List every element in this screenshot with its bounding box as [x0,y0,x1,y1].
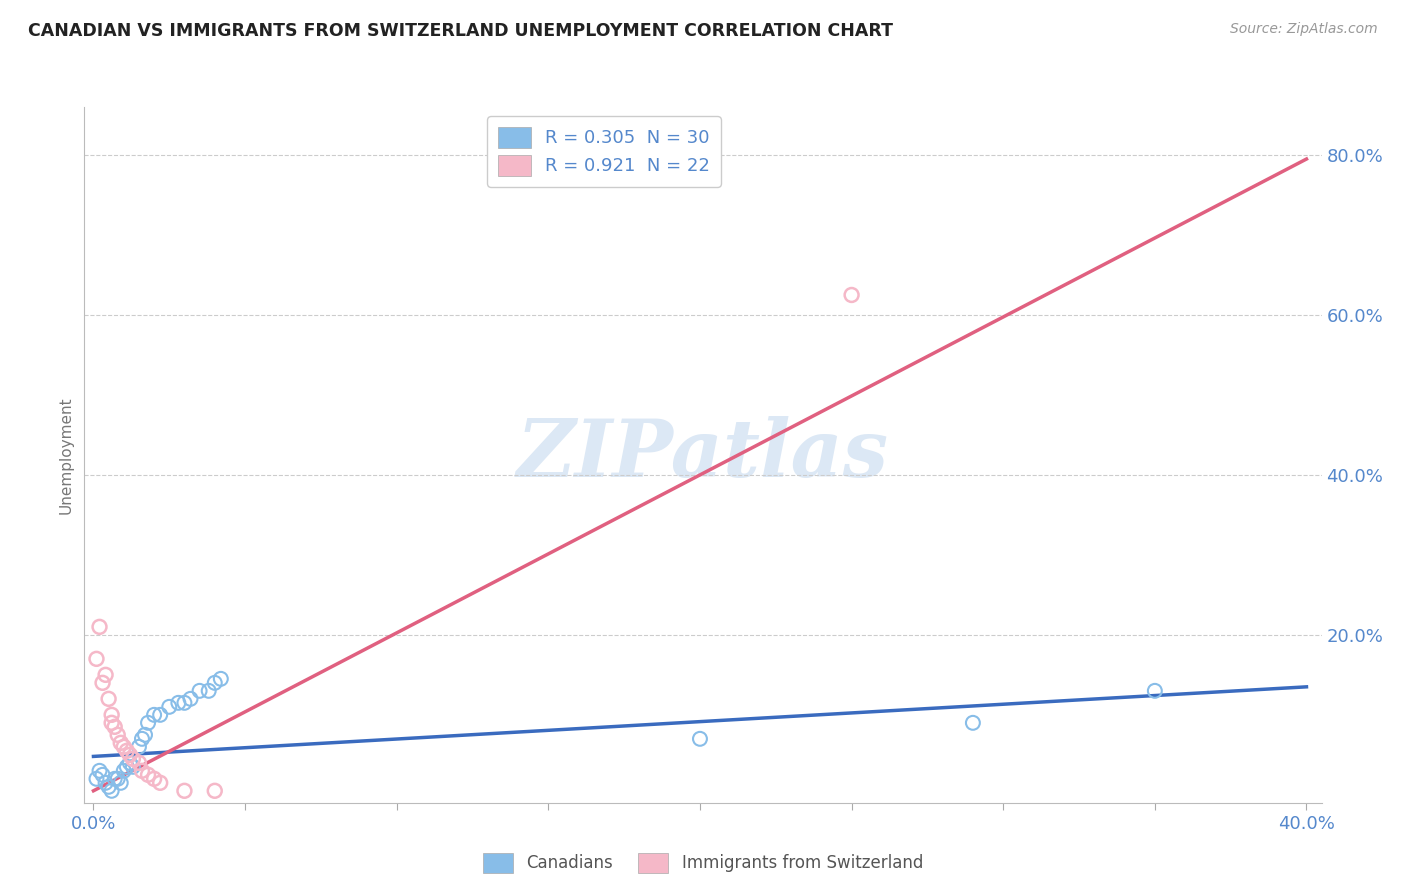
Point [136,768,159,782]
Point [100,715,122,730]
Point [197,683,219,698]
Point [89,764,111,778]
Point [112,764,135,778]
Point [110,736,132,750]
Point [149,707,172,722]
Point [143,772,166,786]
Point [143,707,166,722]
Point [86,772,108,786]
Point [179,691,201,706]
Point [107,772,129,786]
Point [134,728,156,742]
Point [209,672,232,686]
Text: Source: ZipAtlas.com: Source: ZipAtlas.com [1230,22,1378,37]
Legend: Canadians, Immigrants from Switzerland: Canadians, Immigrants from Switzerland [477,847,929,880]
Point [204,784,226,798]
Point [167,696,190,710]
Point [89,620,111,634]
Point [104,720,127,734]
Point [94,668,117,682]
Point [128,756,150,770]
Point [118,756,141,770]
Point [173,696,195,710]
Point [122,760,145,774]
Point [131,764,153,778]
Point [1143,683,1166,698]
Point [962,715,984,730]
Text: CANADIAN VS IMMIGRANTS FROM SWITZERLAND UNEMPLOYMENT CORRELATION CHART: CANADIAN VS IMMIGRANTS FROM SWITZERLAND … [28,22,893,40]
Point [122,752,145,766]
Point [91,676,114,690]
Point [100,784,122,798]
Point [115,744,138,758]
Point [97,691,120,706]
Point [131,731,153,746]
Point [86,652,108,666]
Point [157,699,180,714]
Point [188,683,211,698]
Point [136,715,159,730]
Point [841,288,863,302]
Point [100,707,122,722]
Point [204,676,226,690]
Y-axis label: Unemployment: Unemployment [58,396,73,514]
Legend: R = 0.305  N = 30, R = 0.921  N = 22: R = 0.305 N = 30, R = 0.921 N = 22 [488,116,721,186]
Point [110,776,132,790]
Text: ZIPatlas: ZIPatlas [517,417,889,493]
Point [149,776,172,790]
Point [115,760,138,774]
Point [104,772,127,786]
Point [128,739,150,754]
Point [97,780,120,794]
Point [118,747,141,762]
Point [91,768,114,782]
Point [107,728,129,742]
Point [112,739,135,754]
Point [94,776,117,790]
Point [173,784,195,798]
Point [689,731,711,746]
